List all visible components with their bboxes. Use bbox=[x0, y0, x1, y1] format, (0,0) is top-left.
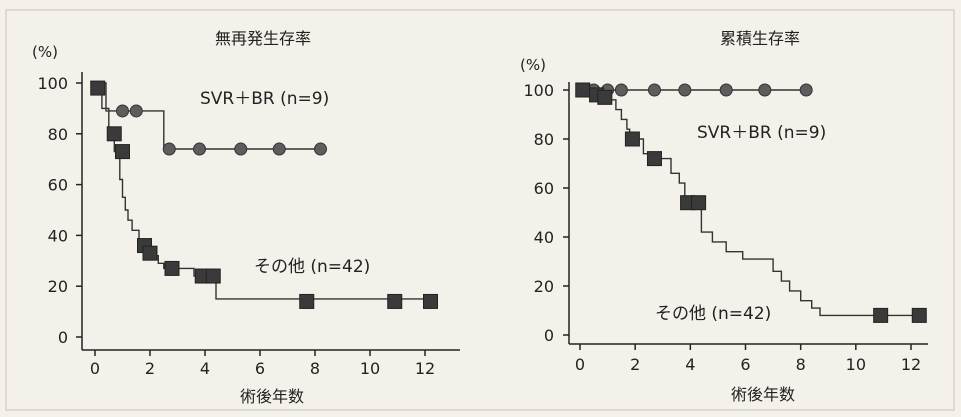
y-tick-label: 60 bbox=[48, 176, 68, 195]
square-marker bbox=[873, 307, 889, 323]
circle-marker bbox=[719, 83, 733, 97]
circle-marker bbox=[314, 142, 327, 156]
annotation-other: その他 (n=42) bbox=[655, 304, 771, 324]
x-tick-label: 0 bbox=[575, 355, 585, 374]
x-tick-label: 8 bbox=[796, 355, 806, 374]
chart-panel-cumulative-survival: 累積生存率 (%) 0 20 40 60 80 100 0 2 4 6 8 10 12 SVR＋BR … bbox=[520, 29, 928, 404]
x-tick-label: 0 bbox=[90, 359, 100, 378]
y-tick-label: 60 bbox=[534, 179, 554, 198]
square-marker bbox=[597, 89, 613, 105]
annotation-svr-br: SVR＋BR (n=9) bbox=[200, 89, 329, 109]
x-tick-label: 12 bbox=[901, 355, 921, 374]
y-tick-label: 100 bbox=[37, 74, 68, 93]
circle-marker bbox=[614, 83, 628, 97]
y-tick-label: 20 bbox=[48, 277, 68, 296]
x-tick-label: 2 bbox=[145, 359, 155, 378]
x-axis-label: 術後年数 bbox=[731, 385, 795, 404]
square-marker bbox=[423, 293, 438, 309]
y-tick-label: 100 bbox=[523, 81, 554, 100]
x-tick-label: 8 bbox=[310, 359, 320, 378]
y-tick-label: 40 bbox=[534, 228, 554, 247]
y-unit-label: (%) bbox=[32, 43, 58, 61]
y-ticks: 0 20 40 60 80 100 bbox=[37, 74, 82, 347]
chart-title: 累積生存率 bbox=[720, 29, 800, 48]
square-marker bbox=[106, 126, 122, 142]
y-tick-label: 80 bbox=[48, 125, 68, 144]
circle-marker bbox=[129, 104, 143, 118]
y-ticks: 0 20 40 60 80 100 bbox=[523, 81, 569, 345]
square-marker bbox=[575, 82, 591, 98]
y-tick-label: 0 bbox=[58, 328, 68, 347]
square-marker bbox=[115, 144, 130, 160]
square-marker bbox=[90, 80, 106, 96]
y-tick-label: 80 bbox=[534, 130, 554, 149]
x-tick-label: 10 bbox=[360, 359, 380, 378]
circle-marker bbox=[193, 142, 206, 156]
circle-marker bbox=[162, 142, 176, 156]
x-tick-label: 2 bbox=[630, 355, 640, 374]
x-tick-label: 12 bbox=[415, 359, 435, 378]
chart-panel-recurrence-free: 無再発生存率 (%) 0 20 40 60 80 100 0 2 4 6 8 10 12 SVR＋BR… bbox=[32, 29, 460, 406]
annotation-other: その他 (n=42) bbox=[254, 257, 370, 277]
square-marker bbox=[164, 260, 180, 276]
x-ticks: 0 2 4 6 8 10 12 bbox=[90, 350, 435, 378]
x-tick-label: 4 bbox=[200, 359, 210, 378]
square-marker bbox=[911, 307, 927, 323]
circle-marker bbox=[758, 83, 772, 97]
circle-marker bbox=[647, 83, 661, 97]
markers bbox=[575, 82, 927, 323]
square-marker bbox=[142, 245, 158, 261]
series-line-other bbox=[580, 89, 920, 317]
x-tick-label: 6 bbox=[255, 359, 265, 378]
square-marker bbox=[624, 131, 640, 147]
circle-marker bbox=[234, 142, 248, 156]
y-tick-label: 40 bbox=[48, 226, 68, 245]
figure-frame bbox=[5, 9, 955, 411]
circle-marker bbox=[799, 83, 813, 97]
square-marker bbox=[299, 293, 315, 309]
square-marker bbox=[646, 151, 662, 167]
circle-marker bbox=[678, 83, 692, 97]
x-tick-label: 10 bbox=[846, 355, 866, 374]
y-tick-label: 0 bbox=[544, 326, 554, 345]
y-tick-label: 20 bbox=[534, 277, 554, 296]
circle-marker bbox=[272, 142, 286, 156]
x-tick-label: 4 bbox=[685, 355, 695, 374]
square-marker bbox=[387, 293, 403, 309]
markers bbox=[90, 80, 438, 309]
y-unit-label: (%) bbox=[520, 56, 546, 74]
square-marker bbox=[205, 268, 221, 284]
chart-title: 無再発生存率 bbox=[215, 29, 311, 48]
x-axis-label: 術後年数 bbox=[240, 387, 304, 406]
annotation-svr-br: SVR＋BR (n=9) bbox=[697, 123, 826, 143]
circle-marker bbox=[116, 104, 129, 118]
x-ticks: 0 2 4 6 8 10 12 bbox=[575, 344, 921, 374]
square-marker bbox=[691, 195, 707, 211]
x-tick-label: 6 bbox=[740, 355, 750, 374]
